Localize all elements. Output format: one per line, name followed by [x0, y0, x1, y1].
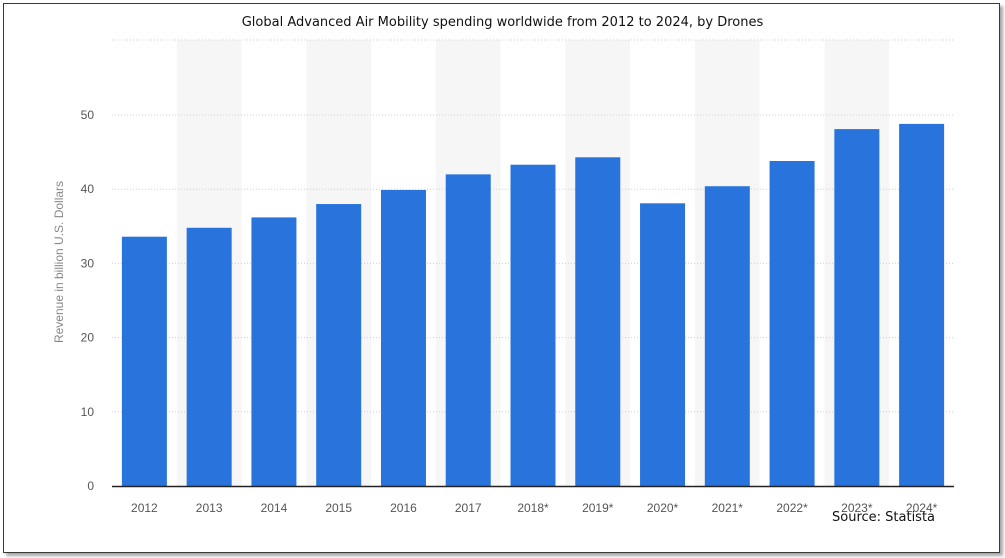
- bar: [251, 217, 297, 486]
- y-tick-label: 20: [81, 331, 95, 345]
- x-tick-label: 2017: [455, 501, 482, 515]
- y-tick-label: 50: [81, 108, 95, 122]
- bar: [575, 157, 621, 486]
- x-tick-label: 2018*: [517, 501, 549, 515]
- x-tick-label: 2013: [196, 501, 223, 515]
- y-tick-labels: 0 10 20 30 40 50: [81, 108, 95, 493]
- bar: [769, 161, 815, 486]
- x-tick-label: 2020*: [647, 501, 679, 515]
- y-tick-label: 40: [81, 182, 95, 196]
- bar: [316, 204, 362, 487]
- chart-title: Global Advanced Air Mobility spending wo…: [241, 15, 764, 30]
- x-tick-label: 2021*: [712, 501, 744, 515]
- bar: [704, 186, 750, 486]
- y-tick-label: 0: [87, 479, 94, 493]
- x-tick-label: 2024*: [906, 501, 938, 515]
- y-axis-title: Revenue in billion U.S. Dollars: [52, 181, 66, 343]
- bars: [121, 123, 945, 487]
- bar: [834, 129, 880, 486]
- bar: [640, 203, 686, 486]
- x-tick-label: 2016: [390, 501, 417, 515]
- bar: [899, 123, 945, 487]
- x-tick-label: 2012: [131, 501, 158, 515]
- bar: [445, 174, 491, 487]
- bar: [380, 189, 426, 486]
- x-tick-label: 2022*: [776, 501, 808, 515]
- bar: [510, 164, 556, 487]
- bar: [186, 227, 232, 486]
- x-tick-label: 2014: [261, 501, 288, 515]
- x-tick-label: 2023*: [841, 501, 873, 515]
- bar: [121, 236, 167, 486]
- x-tick-labels: 2012 2013 2014 2015 2016 2017 2018* 2019* 2020* 2…: [131, 501, 938, 515]
- x-tick-label: 2019*: [582, 501, 614, 515]
- source-note: Source: Statista: [832, 510, 936, 525]
- y-tick-label: 10: [81, 405, 95, 419]
- x-tick-label: 2015: [325, 501, 352, 515]
- y-tick-label: 30: [81, 256, 95, 270]
